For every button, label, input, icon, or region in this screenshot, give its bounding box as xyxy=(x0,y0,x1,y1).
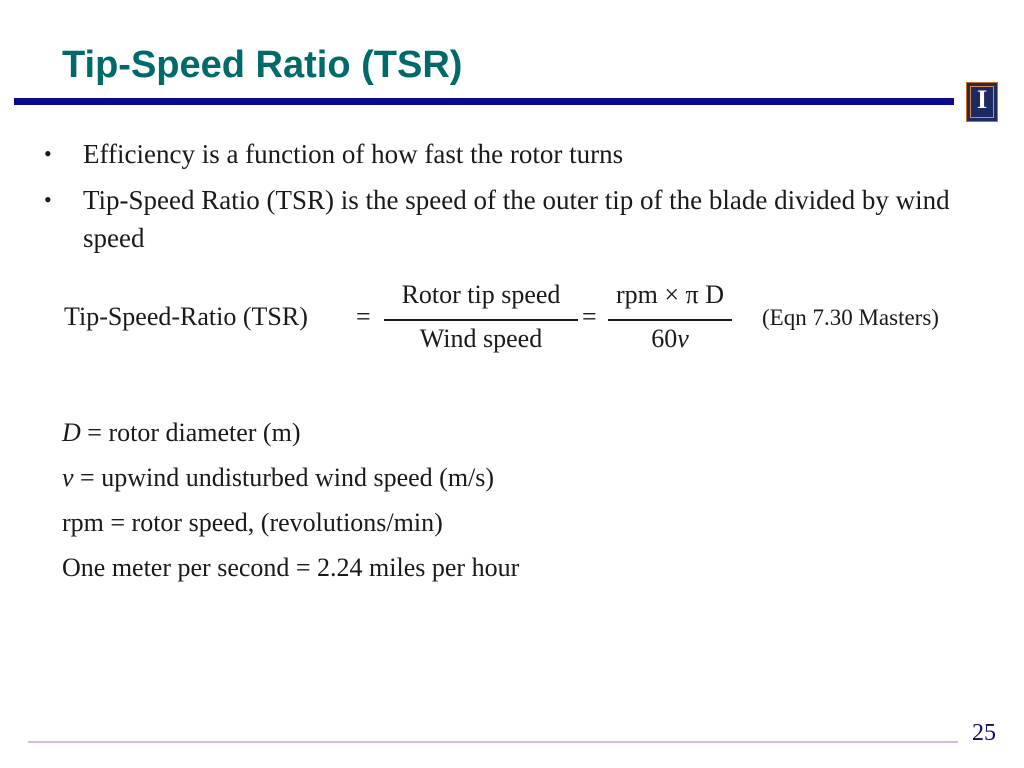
page-number: 25 xyxy=(972,720,996,746)
fraction2-numerator: rpm × π D xyxy=(616,280,724,309)
definition-text: = rotor diameter (m) xyxy=(80,418,301,447)
definition-symbol: D xyxy=(62,418,81,447)
bullet-icon: • xyxy=(44,187,52,212)
footer-divider xyxy=(28,741,958,743)
slide-title: Tip-Speed Ratio (TSR) xyxy=(62,44,463,86)
fraction1-bar xyxy=(384,319,578,321)
bullet-list: • Efficiency is a function of how fast t… xyxy=(40,135,960,265)
definitions-list: D = rotor diameter (m) v = upwind undist… xyxy=(62,410,962,590)
definition-item: rpm = rotor speed, (revolutions/min) xyxy=(62,500,962,545)
definition-item: v = upwind undisturbed wind speed (m/s) xyxy=(62,455,962,500)
definition-item: One meter per second = 2.24 miles per ho… xyxy=(62,545,962,590)
tsr-equation: Tip-Speed-Ratio (TSR) = Rotor tip speed … xyxy=(64,280,994,360)
bullet-text: Tip-Speed Ratio (TSR) is the speed of th… xyxy=(83,185,950,253)
logo-border xyxy=(970,86,994,118)
definition-text: One meter per second = 2.24 miles per ho… xyxy=(62,553,520,582)
fraction2-denominator: 60v xyxy=(608,324,732,354)
logo-letter: I xyxy=(976,85,988,114)
bullet-icon: • xyxy=(44,141,52,166)
bullet-item: • Efficiency is a function of how fast t… xyxy=(40,135,960,173)
definition-symbol: v xyxy=(62,463,74,492)
fraction2-denominator-number: 60 xyxy=(651,324,678,353)
equation-lhs: Tip-Speed-Ratio (TSR) xyxy=(64,302,308,331)
bullet-text: Efficiency is a function of how fast the… xyxy=(83,139,624,169)
equals-sign-2: = xyxy=(582,302,597,331)
title-underline xyxy=(14,98,954,105)
definition-item: D = rotor diameter (m) xyxy=(62,410,962,455)
fraction1-denominator: Wind speed xyxy=(419,324,543,353)
definition-text: rpm = rotor speed, (revolutions/min) xyxy=(62,508,443,537)
fraction2-denominator-var: v xyxy=(677,324,689,353)
equals-sign: = xyxy=(356,302,371,331)
fraction2-bar xyxy=(608,319,732,321)
equation-reference: (Eqn 7.30 Masters) xyxy=(762,305,939,330)
university-logo-icon: I xyxy=(966,82,998,122)
bullet-item: • Tip-Speed Ratio (TSR) is the speed of … xyxy=(40,181,960,257)
fraction1-numerator: Rotor tip speed xyxy=(401,280,561,309)
definition-text: = upwind undisturbed wind speed (m/s) xyxy=(73,463,495,492)
